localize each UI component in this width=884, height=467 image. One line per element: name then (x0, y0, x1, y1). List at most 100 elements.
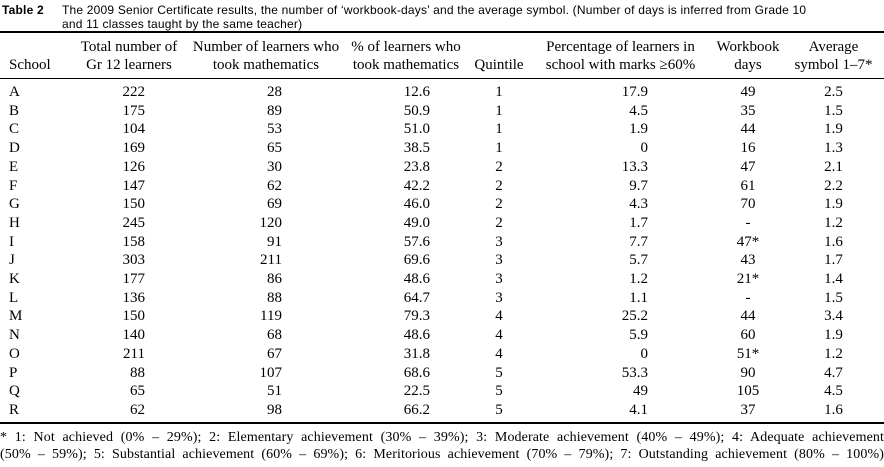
column-header-workbook-days: Workbook days (713, 32, 783, 79)
table-row: G 150 69 46.0 2 4.3 70 1.9 (0, 195, 884, 214)
cell-took-math-percent: 31.8 (403, 345, 430, 362)
cell-gr12-total: 303 (122, 252, 146, 269)
cell-took-math-count: 68 (267, 327, 282, 344)
table-row: F 147 62 42.2 2 9.7 61 2.2 (0, 177, 884, 196)
cell-took-math-count: 53 (267, 121, 282, 138)
cell-school: Q (9, 383, 20, 400)
cell-gr12-total: 150 (122, 196, 146, 213)
table-caption-label: Table 2 (2, 3, 44, 17)
header-row: School Total number of Gr 12 learners Nu… (0, 32, 884, 79)
cell-took-math-count: 28 (267, 84, 282, 100)
table-caption-line2: and 11 classes taught by the same teache… (62, 17, 303, 31)
cell-took-math-percent: 48.6 (403, 271, 430, 288)
cell-took-math-percent: 22.5 (403, 383, 430, 400)
column-header-quintile: Quintile (470, 32, 528, 79)
table-row: A 222 28 12.6 1 17.9 49 2.5 (0, 79, 884, 102)
cell-marks-ge60-percent: 25.2 (621, 308, 648, 325)
column-header-gr12-total: Total number of Gr 12 learners (68, 32, 190, 79)
cell-took-math-count: 30 (267, 158, 282, 175)
cell-took-math-percent: 42.2 (403, 177, 430, 194)
cell-marks-ge60-percent: 53.3 (621, 364, 648, 381)
cell-workbook-days: 60 (740, 327, 756, 344)
cell-gr12-total: 245 (122, 214, 146, 231)
cell-school: B (9, 102, 20, 119)
table-row: H 245 120 49.0 2 1.7 - 1.2 (0, 214, 884, 233)
cell-quintile: 4 (495, 327, 503, 344)
cell-gr12-total: 147 (122, 177, 146, 194)
cell-school: E (9, 158, 19, 175)
table-caption: Table 2 The 2009 Senior Certificate resu… (0, 0, 884, 31)
cell-took-math-percent: 50.9 (403, 102, 430, 119)
table-row: O 211 67 31.8 4 0 51* 1.2 (0, 345, 884, 364)
cell-took-math-count: 88 (267, 289, 282, 306)
cell-took-math-percent: 12.6 (403, 84, 430, 100)
table-row: Q 65 51 22.5 5 49 105 4.5 (0, 382, 884, 401)
cell-school: L (9, 289, 19, 306)
cell-school: I (9, 233, 14, 250)
cell-quintile: 1 (495, 121, 503, 138)
cell-took-math-count: 119 (260, 308, 282, 325)
cell-average-symbol: 1.3 (824, 140, 843, 157)
column-header-average-symbol: Average symbol 1–7* (783, 32, 884, 79)
cell-workbook-days: 16 (740, 140, 756, 157)
table-row: B 175 89 50.9 1 4.5 35 1.5 (0, 102, 884, 121)
cell-average-symbol: 1.7 (824, 252, 843, 269)
cell-average-symbol: 1.5 (824, 102, 843, 119)
cell-marks-ge60-percent: 17.9 (621, 84, 648, 100)
cell-took-math-percent: 69.6 (403, 252, 430, 269)
cell-workbook-days: 37 (740, 401, 756, 418)
footnote-line1: * 1: Not achieved (0% – 29%); 2: Element… (0, 429, 884, 445)
column-header-marks-ge60-percent: Percentage of learners in school with ma… (528, 32, 713, 79)
cell-gr12-total: 158 (122, 233, 146, 250)
cell-workbook-days: 61 (740, 177, 756, 194)
cell-took-math-count: 211 (260, 252, 282, 269)
cell-took-math-count: 62 (267, 177, 282, 194)
cell-gr12-total: 211 (123, 345, 145, 362)
table-row: R 62 98 66.2 5 4.1 37 1.6 (0, 401, 884, 423)
cell-workbook-days: - (745, 289, 751, 306)
table-row: N 140 68 48.6 4 5.9 60 1.9 (0, 326, 884, 345)
cell-workbook-days: 44 (740, 308, 756, 325)
cell-marks-ge60-percent: 4.1 (629, 401, 648, 418)
cell-quintile: 3 (495, 289, 503, 306)
table-row: E 126 30 23.8 2 13.3 47 2.1 (0, 158, 884, 177)
cell-marks-ge60-percent: 9.7 (629, 177, 648, 194)
cell-quintile: 2 (495, 158, 503, 175)
cell-took-math-percent: 48.6 (403, 327, 430, 344)
cell-quintile: 5 (495, 383, 503, 400)
table-body: A 222 28 12.6 1 17.9 49 2.5 B 175 89 50.9 1 4.5 35 1.5 C… (0, 79, 884, 423)
cell-gr12-total: 65 (130, 383, 145, 400)
cell-average-symbol: 2.5 (824, 84, 843, 100)
cell-marks-ge60-percent: 4.3 (629, 196, 648, 213)
cell-gr12-total: 136 (122, 289, 146, 306)
cell-quintile: 2 (495, 214, 503, 231)
cell-school: C (9, 121, 20, 138)
cell-marks-ge60-percent: 1.7 (629, 214, 648, 231)
cell-marks-ge60-percent: 1.9 (629, 121, 648, 138)
column-header-school: School (0, 32, 68, 79)
cell-took-math-count: 67 (267, 345, 282, 362)
cell-average-symbol: 1.5 (824, 289, 843, 306)
cell-took-math-count: 120 (259, 214, 283, 231)
cell-quintile: 5 (495, 401, 503, 418)
cell-took-math-count: 98 (267, 401, 282, 418)
cell-gr12-total: 62 (130, 401, 145, 418)
cell-workbook-days: 70 (740, 196, 756, 213)
cell-workbook-days: - (745, 214, 751, 231)
cell-quintile: 1 (495, 140, 503, 157)
cell-average-symbol: 4.7 (824, 364, 843, 381)
cell-marks-ge60-percent: 0 (640, 140, 649, 157)
cell-quintile: 3 (495, 252, 503, 269)
cell-took-math-count: 86 (267, 271, 282, 288)
table-row: D 169 65 38.5 1 0 16 1.3 (0, 139, 884, 158)
cell-school: J (9, 252, 15, 269)
table-row: M 150 119 79.3 4 25.2 44 3.4 (0, 307, 884, 326)
table-row: K 177 86 48.6 3 1.2 21* 1.4 (0, 270, 884, 289)
results-table: School Total number of Gr 12 learners Nu… (0, 31, 884, 424)
cell-took-math-count: 69 (267, 196, 282, 213)
cell-took-math-percent: 46.0 (403, 196, 430, 213)
cell-took-math-percent: 66.2 (403, 401, 430, 418)
cell-school: D (9, 140, 20, 157)
table-caption-line1: The 2009 Senior Certificate results, the… (62, 3, 807, 17)
table-row: P 88 107 68.6 5 53.3 90 4.7 (0, 364, 884, 383)
